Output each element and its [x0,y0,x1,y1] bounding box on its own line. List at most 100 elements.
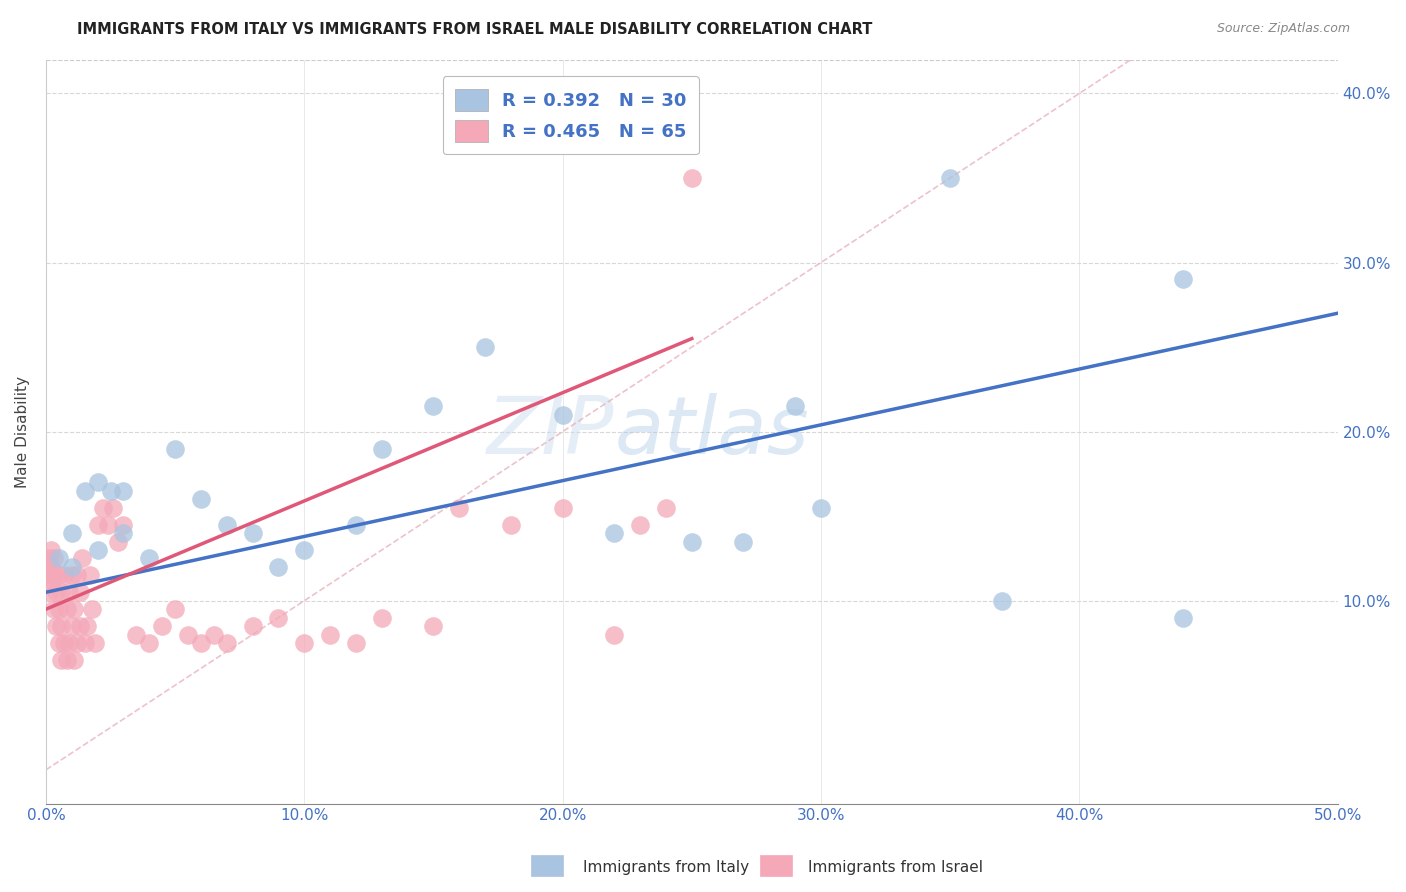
Point [38,585,60,599]
Point [112,526,135,541]
Point [344,517,367,532]
Point [53,568,76,582]
Point [1171,272,1194,286]
Point [991,593,1014,607]
Point [79,568,101,582]
Point [681,534,703,549]
Point [100,483,122,498]
Point [58,636,80,650]
Point [1171,610,1194,624]
Point [53,636,76,650]
Point [267,610,290,624]
Point [628,517,651,532]
Point [474,340,496,354]
Point [70,551,93,566]
Point [73,483,96,498]
Point [42,551,65,566]
Point [107,534,129,549]
Point [215,636,238,650]
Point [60,619,83,633]
Point [60,568,83,582]
Point [51,585,73,599]
Point [82,602,104,616]
Point [165,602,187,616]
Point [45,619,67,633]
Point [112,483,135,498]
Point [371,442,394,456]
Point [60,560,83,574]
Point [86,543,108,558]
Point [319,627,342,641]
Point [242,619,264,633]
Point [66,636,89,650]
Point [603,627,626,641]
Point [267,560,290,574]
Point [51,619,73,633]
Point [655,500,678,515]
Point [292,543,315,558]
Point [242,526,264,541]
Point [39,576,62,591]
Point [939,171,962,186]
Point [55,653,77,667]
Text: Immigrants from Italy: Immigrants from Italy [583,860,749,874]
Point [39,543,62,558]
Point [449,500,471,515]
Point [422,399,444,413]
Point [810,500,832,515]
Text: atlas: atlas [614,392,808,471]
Text: Immigrants from Israel: Immigrants from Israel [808,860,983,874]
Point [66,568,89,582]
Point [63,653,86,667]
Point [42,568,65,582]
Point [48,551,70,566]
Point [60,526,83,541]
Point [51,653,73,667]
Point [603,526,626,541]
Point [165,442,187,456]
Point [97,517,120,532]
Point [73,636,96,650]
Point [292,636,315,650]
Point [499,517,522,532]
Point [76,619,98,633]
Point [55,602,77,616]
Point [215,517,238,532]
Point [38,568,60,582]
Point [344,636,367,650]
Point [150,619,173,633]
Point [371,610,394,624]
Point [190,492,212,507]
Point [58,585,80,599]
Point [39,560,62,574]
Bar [531,855,562,876]
Point [125,627,148,641]
Point [177,627,200,641]
Text: IMMIGRANTS FROM ITALY VS IMMIGRANTS FROM ISRAEL MALE DISABILITY CORRELATION CHAR: IMMIGRANTS FROM ITALY VS IMMIGRANTS FROM… [77,22,873,37]
Point [48,602,70,616]
Point [84,636,107,650]
Point [45,585,67,599]
Point [101,500,124,515]
Text: ZIP: ZIP [486,392,614,471]
Point [138,636,160,650]
Point [138,551,160,566]
Point [42,602,65,616]
Point [551,408,574,422]
Point [69,619,91,633]
Point [91,500,114,515]
Point [38,551,60,566]
Bar [761,855,792,876]
Point [63,602,86,616]
Point [48,636,70,650]
Point [681,171,703,186]
Text: Source: ZipAtlas.com: Source: ZipAtlas.com [1216,22,1350,36]
Point [190,636,212,650]
Point [69,585,91,599]
Point [112,517,135,532]
Point [422,619,444,633]
Point [733,534,755,549]
Point [86,475,108,490]
Point [48,568,70,582]
Legend: R = 0.392   N = 30, R = 0.465   N = 65: R = 0.392 N = 30, R = 0.465 N = 65 [443,76,699,154]
